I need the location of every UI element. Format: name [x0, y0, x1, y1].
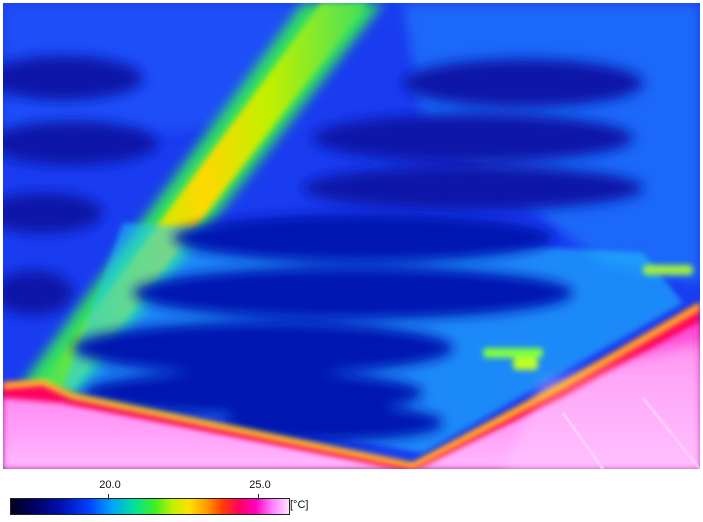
- warm-fixtures: [483, 265, 693, 370]
- temperature-legend: 20.0 25.0 [°C]: [0, 472, 703, 522]
- legend-unit-label: [°C]: [290, 499, 309, 511]
- hot-region: [3, 303, 700, 469]
- cold-patches-lower: [73, 214, 573, 441]
- legend-tick-label-25: 25.0: [249, 479, 271, 491]
- legend-tick-label-20: 20.0: [99, 479, 121, 491]
- legend-tick-20: [108, 494, 109, 500]
- cold-patches-upper: [3, 56, 643, 315]
- legend-tick-25: [258, 494, 259, 500]
- thermal-image: [3, 3, 700, 469]
- color-scale-bar: [10, 498, 290, 515]
- hot-edge: [3, 303, 700, 469]
- thermal-image-canvas: [3, 3, 700, 469]
